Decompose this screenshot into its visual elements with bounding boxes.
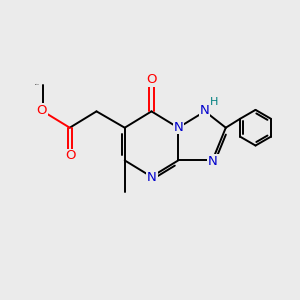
Text: O: O bbox=[65, 149, 76, 162]
Text: methyl: methyl bbox=[35, 83, 40, 85]
Text: N: N bbox=[208, 155, 218, 168]
Text: N: N bbox=[147, 171, 157, 184]
Text: N: N bbox=[173, 121, 183, 134]
Text: O: O bbox=[37, 104, 47, 117]
Text: O: O bbox=[146, 73, 157, 86]
Text: N: N bbox=[200, 104, 209, 117]
Text: H: H bbox=[210, 98, 218, 107]
